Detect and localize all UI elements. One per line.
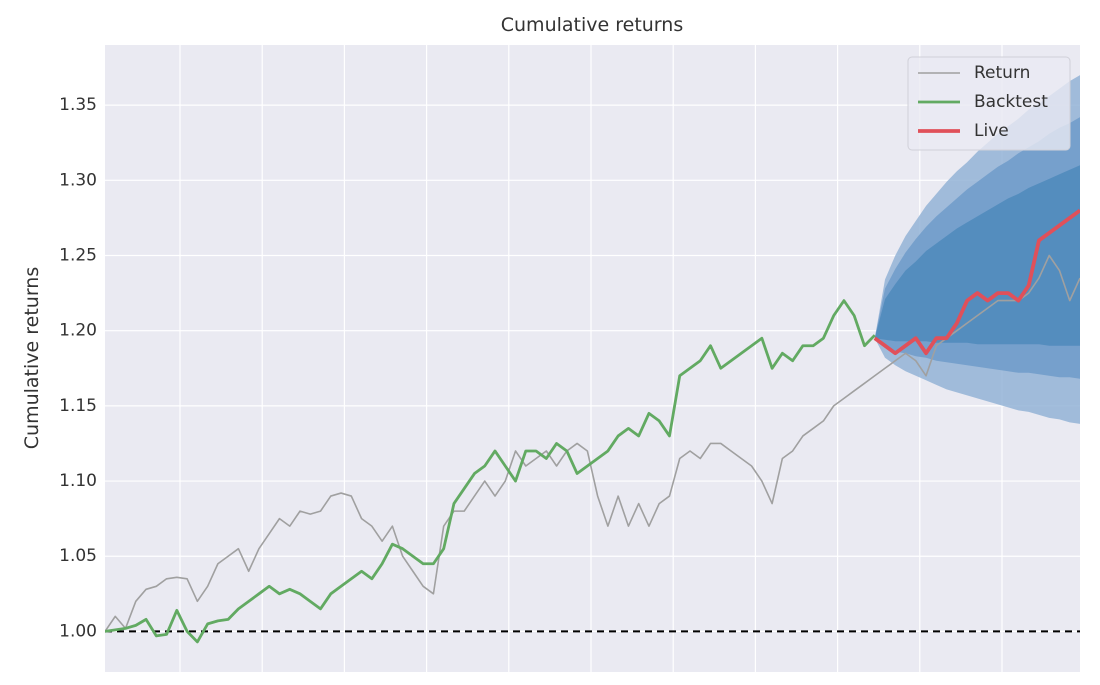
chart-title: Cumulative returns — [501, 14, 683, 36]
y-tick-label: 1.10 — [59, 471, 97, 491]
y-tick-label: 1.00 — [59, 621, 97, 641]
series-line — [105, 299, 876, 644]
y-tick-label: 1.35 — [59, 95, 97, 115]
y-axis-label: Cumulative returns — [21, 267, 43, 449]
axes: 1.00 1.05 1.10 1.15 1.20 1.25 1.30 1.35 — [59, 95, 97, 641]
legend: Return Backtest Live — [907, 56, 1071, 151]
series-line — [873, 208, 1080, 356]
y-tick-label: 1.25 — [59, 246, 97, 266]
legend-label: Live — [974, 121, 1009, 141]
plot — [105, 75, 1080, 644]
cone-band — [874, 165, 1080, 346]
legend-label: Return — [974, 63, 1030, 83]
y-tick-label: 1.05 — [59, 546, 97, 566]
y-tick-label: 1.30 — [59, 170, 97, 190]
series-line — [105, 254, 1080, 632]
legend-box — [907, 56, 1071, 151]
y-tick-label: 1.15 — [59, 396, 97, 416]
legend-label: Backtest — [974, 92, 1048, 112]
y-tick-label: 1.20 — [59, 321, 97, 341]
